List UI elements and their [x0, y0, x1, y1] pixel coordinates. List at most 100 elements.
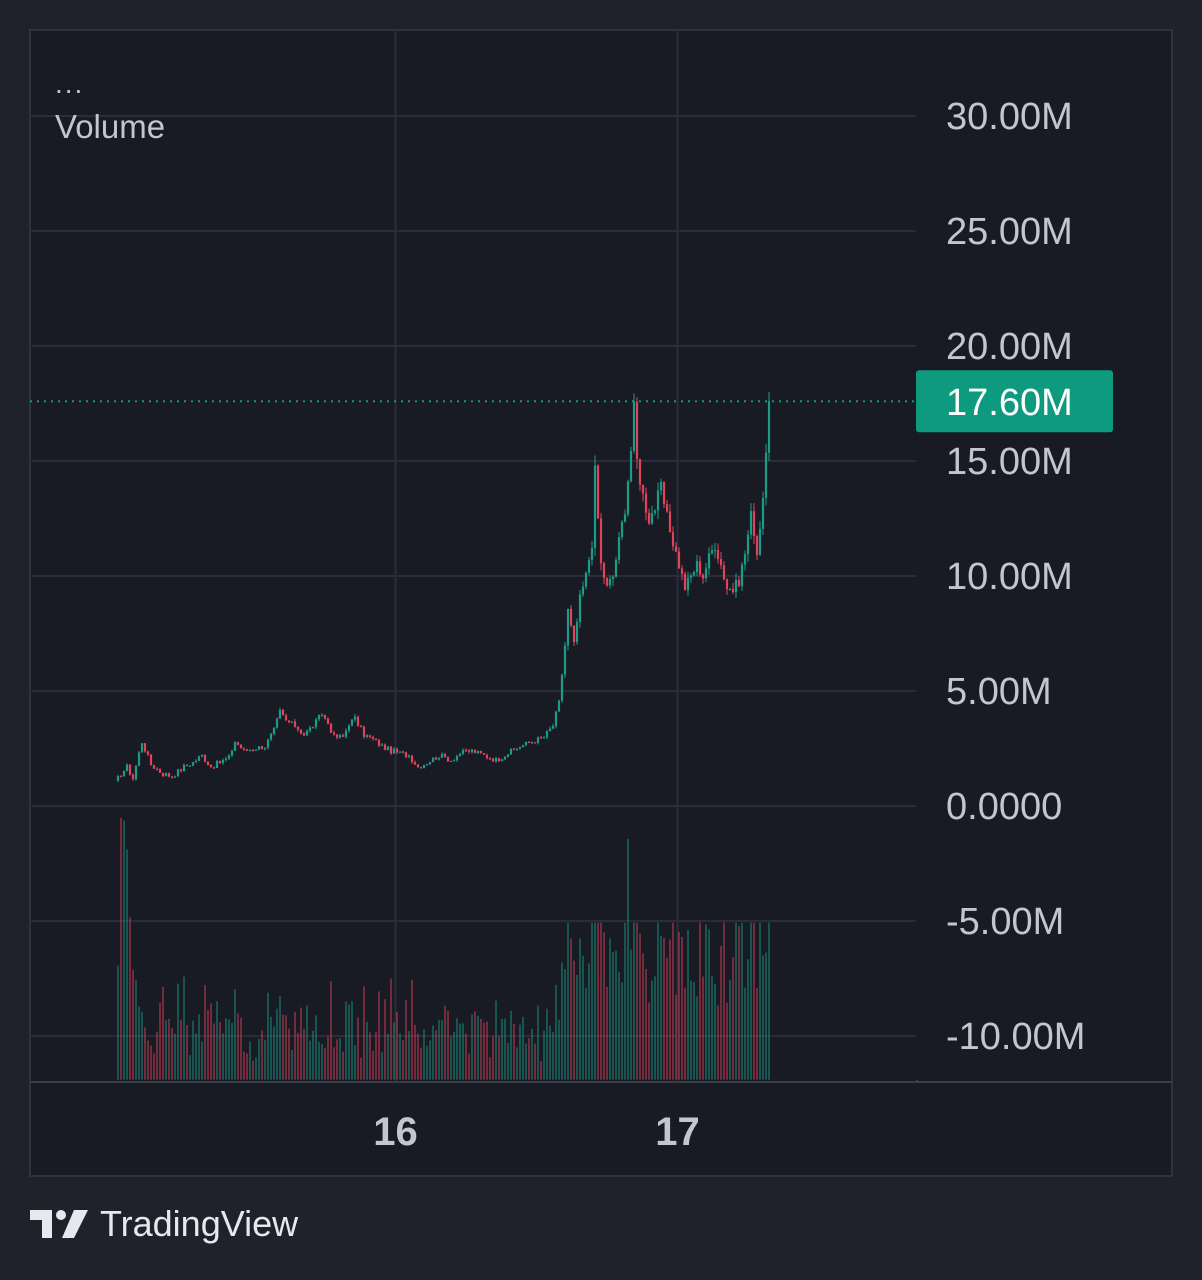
- volume-bar: [474, 1011, 476, 1080]
- y-tick-label: 10.00M: [946, 556, 1073, 598]
- candle-body: [443, 753, 447, 758]
- candle-body: [485, 754, 489, 759]
- candle-body: [479, 750, 483, 754]
- candle-body: [290, 721, 294, 723]
- volume-bar: [156, 1031, 158, 1080]
- volume-bar: [564, 969, 566, 1080]
- volume-bar: [309, 1040, 311, 1080]
- candle-body: [155, 768, 159, 770]
- volume-bar: [162, 987, 164, 1080]
- volume-bar: [699, 922, 701, 1080]
- volume-bar: [399, 1033, 401, 1080]
- candle-body: [362, 726, 366, 737]
- candle-body: [377, 739, 381, 746]
- volume-bar: [528, 1038, 530, 1080]
- volume-bar: [660, 935, 662, 1080]
- volume-bar: [465, 1033, 467, 1080]
- candle-body: [344, 730, 348, 737]
- volume-bar: [201, 1041, 203, 1080]
- volume-bar: [555, 984, 557, 1080]
- volume-bar: [441, 1019, 443, 1080]
- volume-bar: [237, 1013, 239, 1080]
- chart-legend: ... Volume: [55, 68, 166, 145]
- volume-bar: [636, 922, 638, 1080]
- volume-bar: [228, 1019, 230, 1080]
- candle-body: [404, 752, 408, 757]
- candle-body: [716, 549, 720, 560]
- volume-bar: [177, 983, 179, 1080]
- volume-bar: [573, 960, 575, 1080]
- volume-bar: [327, 1036, 329, 1080]
- candle-body: [743, 554, 747, 565]
- volume-bar: [675, 994, 677, 1080]
- candle-body: [566, 609, 570, 646]
- candle-body: [515, 748, 519, 750]
- candle-body: [251, 749, 255, 752]
- volume-bar: [423, 1029, 425, 1080]
- volume-bar: [318, 1041, 320, 1080]
- volume-bar: [198, 1014, 200, 1080]
- y-tick-label: 15.00M: [946, 441, 1073, 483]
- volume-bar: [588, 963, 590, 1080]
- volume-bar: [315, 1015, 317, 1080]
- volume-bar: [495, 1000, 497, 1080]
- candle-body: [134, 765, 138, 780]
- volume-bar: [294, 1011, 296, 1080]
- brand-footer[interactable]: TradingView: [30, 1203, 298, 1245]
- candle-body: [185, 764, 189, 767]
- brand-name: TradingView: [100, 1203, 299, 1244]
- volume-bar: [579, 938, 581, 1080]
- volume-bar: [483, 1022, 485, 1080]
- candle-body: [512, 748, 516, 750]
- volume-bar: [759, 922, 761, 1080]
- candle-body: [671, 532, 675, 547]
- legend-menu-dots[interactable]: ...: [55, 68, 85, 99]
- candle-body: [401, 751, 405, 753]
- volume-bar: [591, 922, 593, 1080]
- candle-body: [719, 559, 723, 566]
- candle-body: [524, 741, 528, 746]
- volume-bar: [417, 1033, 419, 1080]
- volume-bar: [384, 999, 386, 1080]
- candle-body: [614, 560, 618, 577]
- candle-body: [731, 589, 735, 593]
- legend-indicator-label[interactable]: Volume: [55, 108, 166, 145]
- candle-body: [488, 758, 492, 760]
- volume-bar: [753, 922, 755, 1080]
- volume-bar: [351, 1001, 353, 1080]
- y-tick-label: -5.00M: [946, 901, 1064, 943]
- volume-bar: [243, 1051, 245, 1080]
- candle-body: [572, 625, 576, 643]
- candle-body: [521, 745, 525, 748]
- volume-bar: [540, 1061, 542, 1080]
- candle-body: [497, 758, 501, 761]
- candle-body: [410, 755, 414, 763]
- candle-body: [332, 732, 336, 735]
- volume-bar: [276, 1008, 278, 1080]
- volume-bar: [342, 1051, 344, 1080]
- volume-bar: [414, 1024, 416, 1080]
- candle-body: [455, 755, 459, 761]
- volume-bar: [456, 1018, 458, 1080]
- candle-body: [200, 754, 204, 757]
- volume-bar: [756, 987, 758, 1080]
- candle-body: [305, 730, 309, 736]
- last-price-label: 17.60M: [946, 382, 1073, 424]
- volume-bar: [393, 1022, 395, 1080]
- candle-body: [746, 534, 750, 555]
- candle-body: [326, 718, 330, 724]
- candle-body: [359, 725, 363, 727]
- candle-body: [368, 735, 372, 737]
- volume-bar: [339, 1038, 341, 1080]
- candle-body: [740, 564, 744, 587]
- candle-body: [563, 645, 567, 675]
- candle-body: [431, 757, 435, 763]
- candle-body: [299, 729, 303, 734]
- volume-bar: [663, 938, 665, 1080]
- volume-bar: [153, 1053, 155, 1080]
- volume-bar: [363, 986, 365, 1080]
- candle-body: [434, 757, 438, 760]
- candle-body: [467, 750, 471, 752]
